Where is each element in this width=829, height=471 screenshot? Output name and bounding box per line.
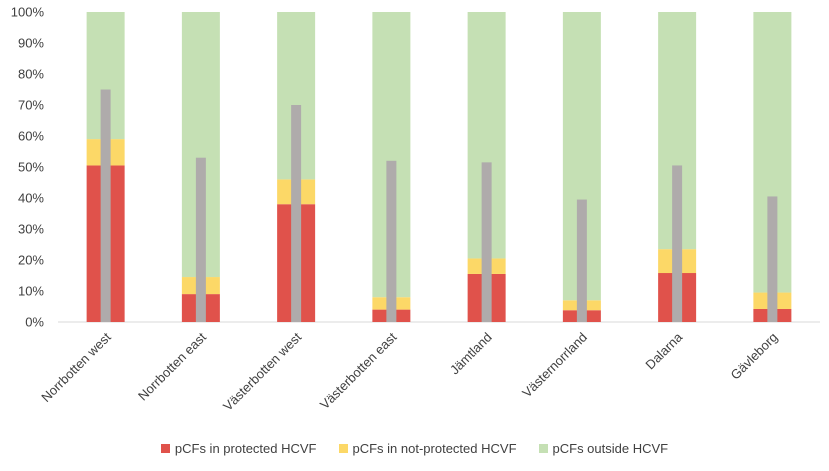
y-tick-label: 80% bbox=[18, 67, 44, 82]
x-category-label: Västernorrland bbox=[519, 330, 590, 401]
overlay-bar bbox=[386, 160, 397, 322]
y-tick-label: 70% bbox=[18, 98, 44, 113]
legend-label-not-protected: pCFs in not-protected HCVF bbox=[352, 441, 517, 456]
overlay-bar bbox=[576, 199, 587, 322]
overlay-bar bbox=[767, 196, 778, 322]
legend-label-protected: pCFs in protected HCVF bbox=[174, 441, 317, 456]
x-category-label: Norrbotten west bbox=[38, 329, 114, 405]
y-tick-label: 30% bbox=[18, 222, 44, 237]
x-category-label: Västerbotten east bbox=[317, 329, 400, 412]
legend-item-not-protected: pCFs in not-protected HCVF bbox=[338, 441, 517, 456]
overlay-bar bbox=[195, 157, 206, 322]
legend-swatch-outside bbox=[538, 444, 548, 453]
y-axis: 0% 10% 20% 30% 40% 50% 60% 70% 80% 90% 100% bbox=[11, 5, 820, 330]
overlay-bar bbox=[481, 162, 492, 322]
overlay-bar bbox=[291, 105, 302, 322]
y-tick-label: 60% bbox=[18, 129, 44, 144]
bars bbox=[86, 12, 792, 322]
x-category-label: Gävleborg bbox=[727, 330, 780, 383]
y-tick-label: 100% bbox=[11, 5, 45, 20]
x-axis-labels: Norrbotten west Norrbotten east Västerbott… bbox=[38, 329, 780, 414]
legend-item-protected: pCFs in protected HCVF bbox=[160, 441, 317, 456]
legend-swatch-protected bbox=[160, 444, 170, 453]
overlay-bar bbox=[672, 165, 683, 322]
legend-label-outside: pCFs outside HCVF bbox=[552, 441, 669, 456]
x-category-label: Dalarna bbox=[642, 329, 685, 372]
y-tick-label: 20% bbox=[18, 253, 44, 268]
y-tick-label: 50% bbox=[18, 160, 44, 175]
x-category-label: Jämtland bbox=[447, 330, 495, 378]
legend-item-outside: pCFs outside HCVF bbox=[538, 441, 669, 456]
y-tick-label: 40% bbox=[18, 191, 44, 206]
y-tick-label: 10% bbox=[18, 284, 44, 299]
y-tick-label: 0% bbox=[25, 315, 44, 330]
legend-swatch-not-protected bbox=[338, 444, 348, 453]
legend: pCFs in protected HCVF pCFs in not-prote… bbox=[0, 441, 829, 456]
x-category-label: Västerbotten west bbox=[220, 329, 304, 413]
overlay-bar bbox=[100, 89, 111, 322]
y-tick-label: 90% bbox=[18, 36, 44, 51]
x-category-label: Norrbotten east bbox=[135, 329, 209, 403]
